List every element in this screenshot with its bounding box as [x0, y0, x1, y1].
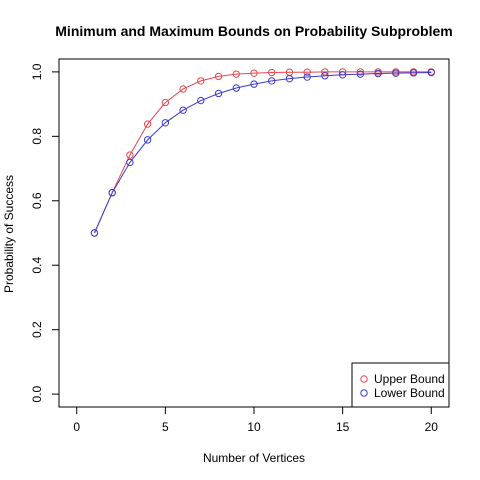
- data-point: [409, 69, 418, 77]
- data-point: [179, 106, 187, 114]
- data-point: [427, 68, 435, 77]
- data-point: [161, 119, 170, 127]
- data-point: [214, 72, 223, 81]
- data-point: [321, 68, 329, 76]
- x-tick-label: 20: [425, 420, 439, 434]
- data-point: [250, 69, 258, 77]
- data-point: [232, 84, 240, 92]
- y-axis-label: Probability of Success: [2, 175, 16, 293]
- data-point: [108, 189, 116, 197]
- data-point: [285, 74, 294, 83]
- data-point: [303, 73, 311, 81]
- x-tick-label: 5: [162, 420, 169, 434]
- x-tick-label: 10: [247, 420, 261, 434]
- series-line: [93, 72, 432, 234]
- data-point: [214, 89, 223, 98]
- data-point: [126, 158, 134, 167]
- y-tick-label: 0.2: [30, 321, 44, 338]
- x-axis: 0 5 10 15 20: [73, 407, 438, 434]
- data-point: [356, 68, 365, 76]
- data-point: [143, 136, 152, 144]
- data-point: [197, 77, 205, 85]
- y-tick-label: 0.4: [30, 257, 44, 274]
- y-tick-label: 1.0: [30, 63, 44, 80]
- legend-box: [351, 362, 450, 408]
- y-tick-label: 0.6: [30, 192, 44, 209]
- data-point: [338, 71, 347, 79]
- data-point: [356, 70, 365, 78]
- data-point: [303, 68, 311, 76]
- data-point: [374, 69, 382, 78]
- data-point: [197, 96, 205, 105]
- data-point: [268, 77, 276, 85]
- data-point: [232, 70, 240, 78]
- data-point: [250, 80, 258, 88]
- data-point: [143, 120, 152, 128]
- y-axis: 0.0 0.2 0.4 0.6 0.8 1.0: [30, 63, 59, 402]
- legend-label: Lower Bound: [374, 386, 445, 400]
- series-line: [93, 71, 432, 234]
- plot-frame: [58, 58, 450, 408]
- series-lower-bound: [90, 68, 435, 237]
- x-axis-label: Number of Vertices: [203, 451, 305, 465]
- data-point: [268, 68, 276, 77]
- y-tick-label: 0.8: [30, 128, 44, 145]
- data-point: [126, 151, 134, 159]
- data-point: [179, 85, 187, 93]
- chart-title: Minimum and Maximum Bounds on Probabilit…: [55, 23, 452, 39]
- x-tick-label: 0: [73, 420, 80, 434]
- series-upper-bound: [90, 68, 435, 237]
- legend-marker: [360, 375, 368, 383]
- legend-label: Upper Bound: [374, 372, 445, 386]
- data-point: [90, 229, 99, 237]
- legend-marker: [360, 389, 368, 397]
- data-point: [392, 69, 400, 77]
- y-tick-label: 0.0: [30, 385, 44, 402]
- data-point: [321, 72, 329, 80]
- series-layer: [90, 68, 435, 237]
- x-tick-label: 15: [336, 420, 350, 434]
- data-point: [161, 98, 170, 107]
